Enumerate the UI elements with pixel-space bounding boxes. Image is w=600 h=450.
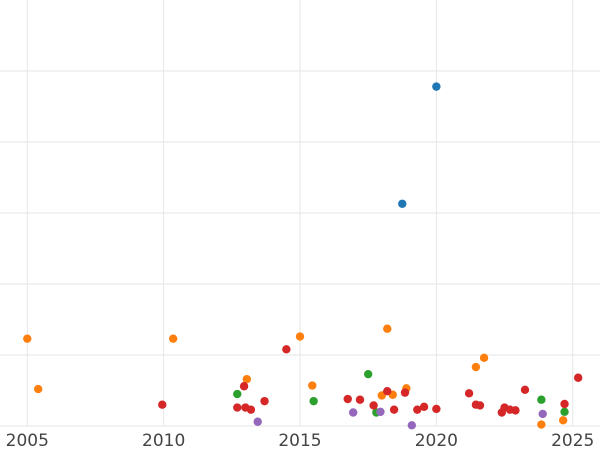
data-point <box>511 406 520 415</box>
data-point <box>520 385 530 394</box>
data-point <box>168 334 178 343</box>
data-point <box>158 400 167 409</box>
data-point <box>400 388 410 397</box>
data-point <box>537 395 546 404</box>
data-point <box>560 407 569 416</box>
data-point <box>23 334 32 343</box>
data-point <box>407 421 417 430</box>
data-point <box>537 420 546 429</box>
data-point <box>389 405 399 414</box>
chart-points <box>23 82 583 430</box>
data-point <box>309 396 318 406</box>
x-tick-label: 2010 <box>142 431 185 450</box>
data-point <box>348 408 358 417</box>
data-point <box>376 407 385 416</box>
data-point <box>432 404 441 414</box>
data-point <box>398 199 407 208</box>
data-point <box>479 353 489 363</box>
data-point <box>419 402 429 412</box>
data-point <box>383 324 392 333</box>
data-point <box>282 345 291 354</box>
data-point <box>383 387 392 396</box>
data-point <box>432 82 441 91</box>
data-point <box>33 384 43 394</box>
x-tick-label: 2015 <box>278 431 321 450</box>
data-point <box>233 403 242 412</box>
data-point <box>253 417 262 426</box>
x-tick-label: 2020 <box>415 431 458 450</box>
data-point <box>560 399 569 409</box>
x-axis-ticks: 2005 2010 2015 2020 2025 <box>6 431 595 450</box>
data-point <box>242 374 252 384</box>
data-point <box>246 405 256 414</box>
data-point <box>239 382 249 391</box>
data-point <box>413 405 422 414</box>
data-point <box>558 416 568 425</box>
chart-grid <box>0 0 600 427</box>
data-point <box>363 369 373 379</box>
data-point <box>308 381 317 390</box>
data-point <box>464 389 474 398</box>
data-point <box>343 394 352 404</box>
data-point <box>233 389 242 399</box>
data-point <box>538 409 547 419</box>
data-point <box>471 362 481 372</box>
data-point <box>475 401 485 410</box>
data-point <box>295 332 305 341</box>
data-point <box>355 395 365 404</box>
data-point <box>573 373 583 382</box>
data-point <box>260 396 269 406</box>
data-point <box>369 401 378 410</box>
x-tick-label: 2025 <box>551 431 594 450</box>
x-tick-label: 2005 <box>6 431 49 450</box>
